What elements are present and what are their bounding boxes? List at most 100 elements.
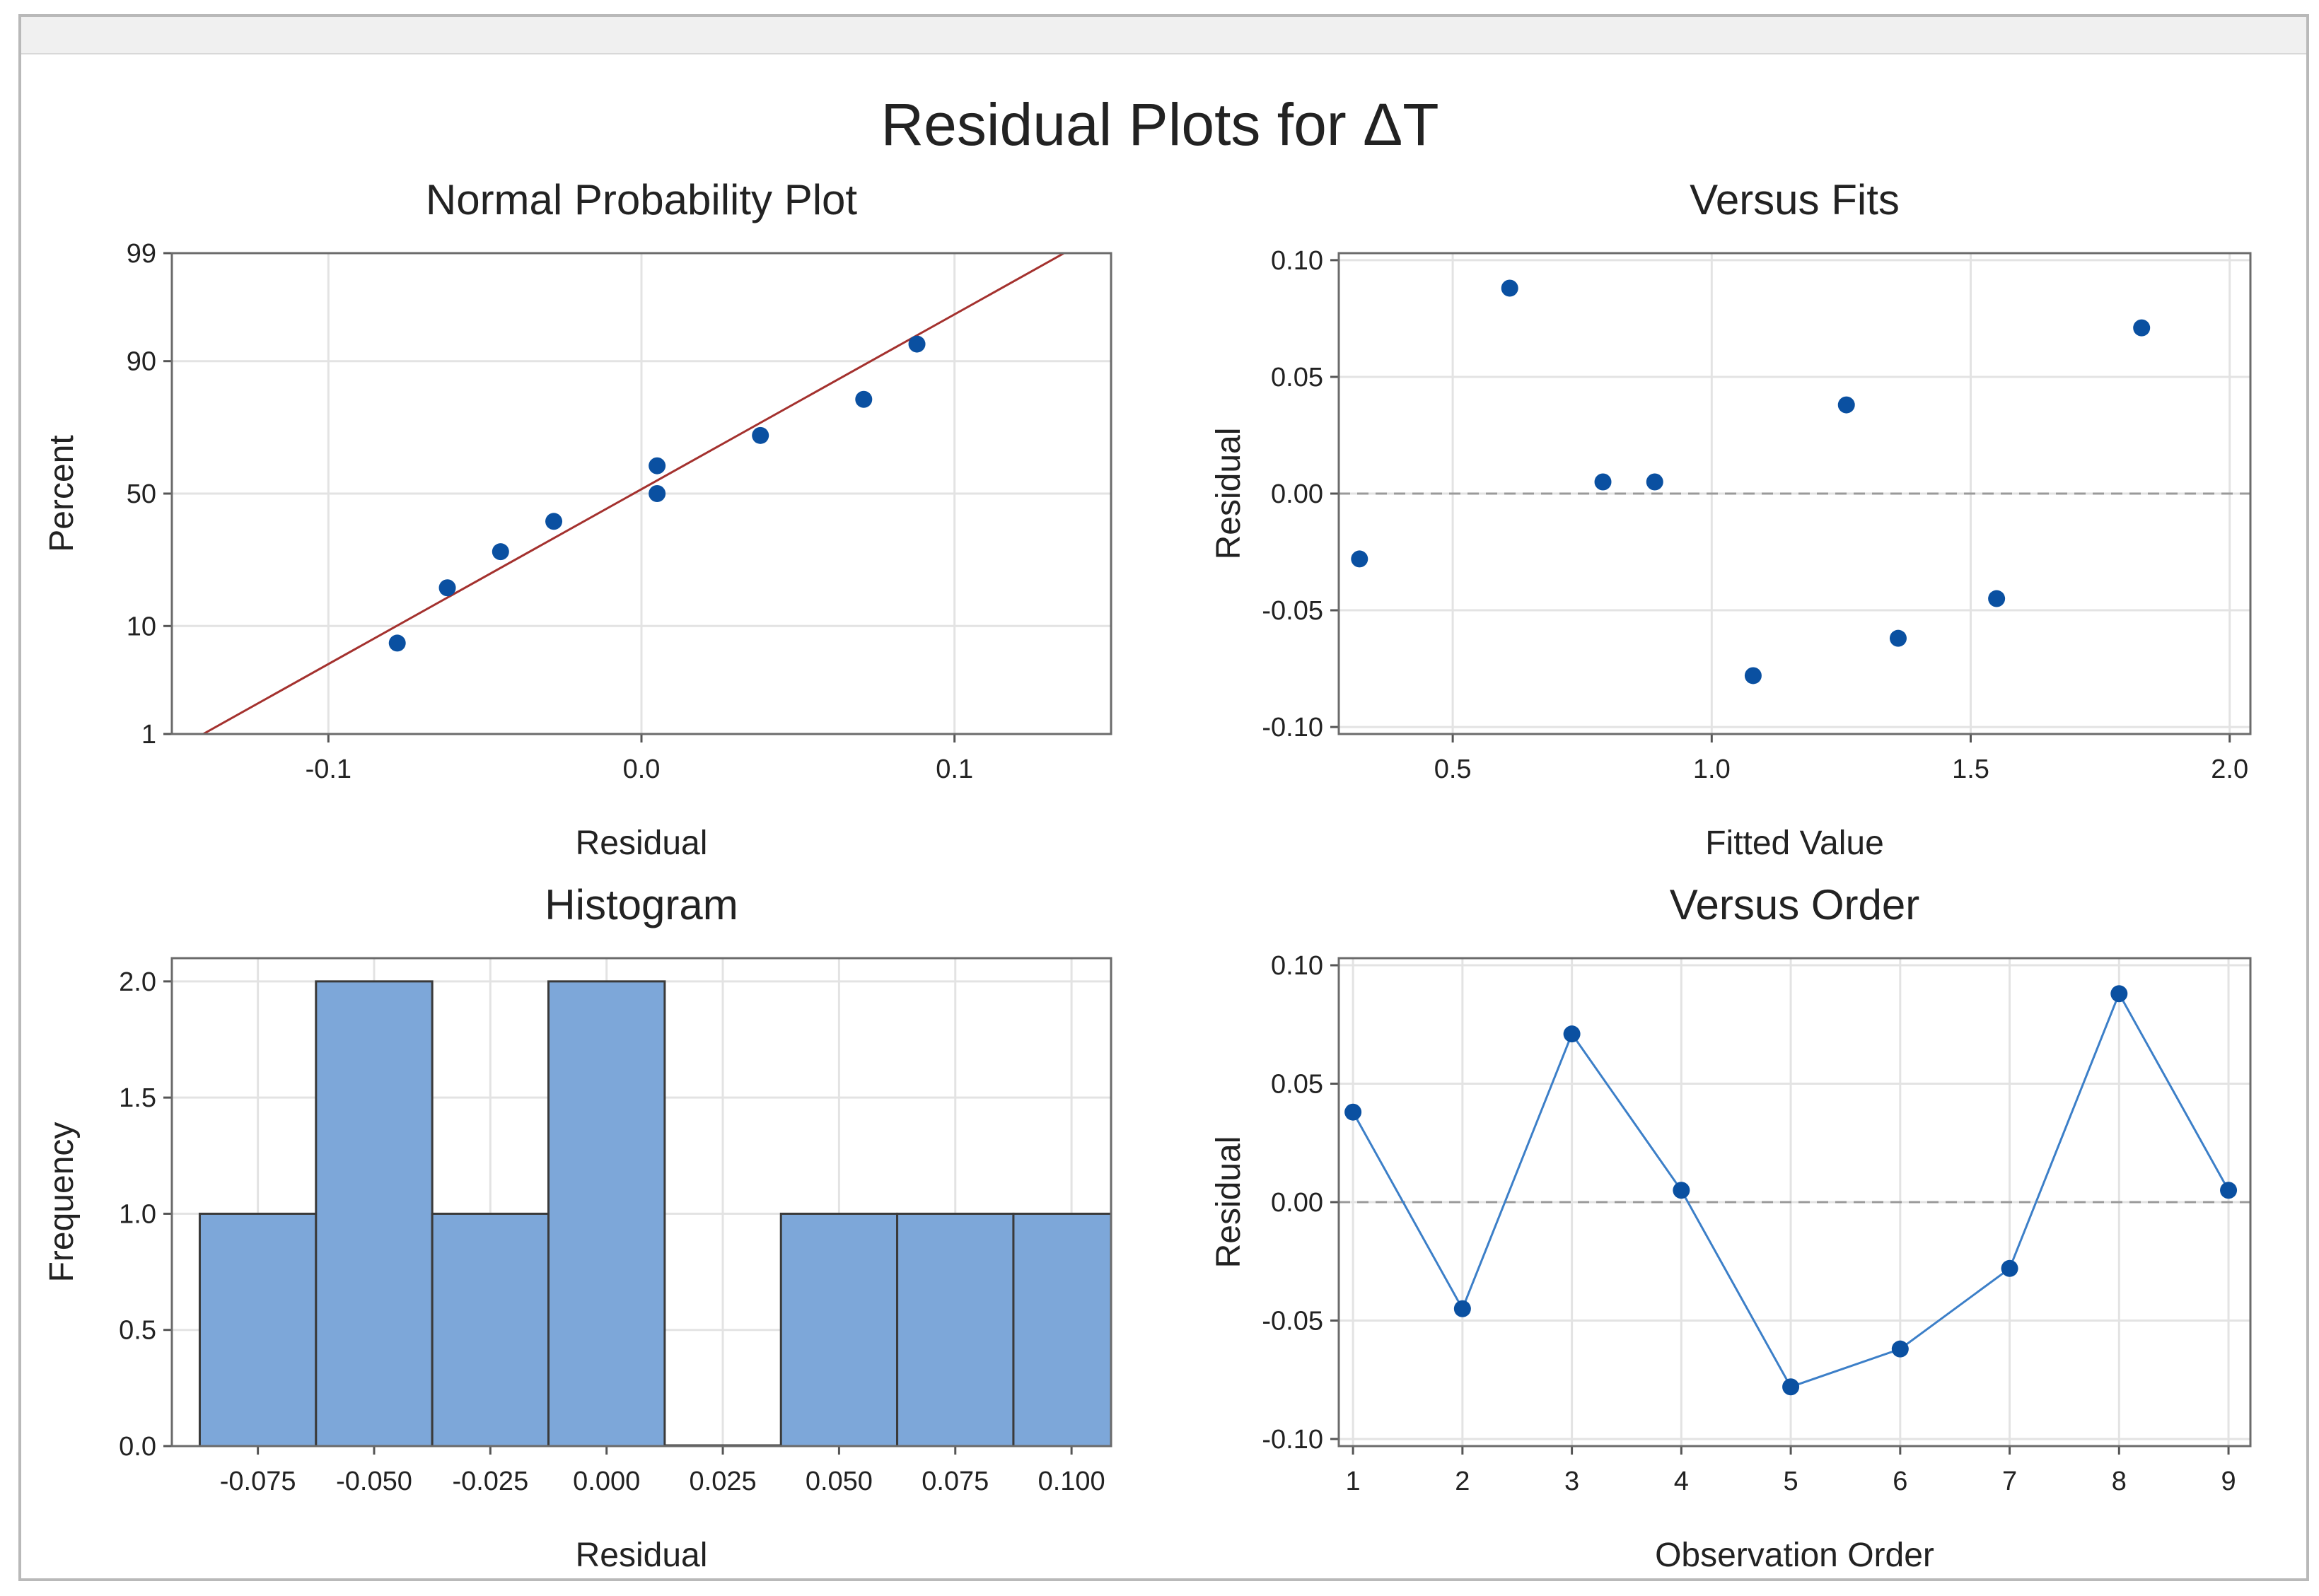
normal-x-axis-label: Residual bbox=[576, 825, 708, 862]
hist-y-tick-label: 0.5 bbox=[119, 1316, 156, 1346]
order-data-point bbox=[2001, 1259, 2018, 1277]
normal-plot-frame bbox=[170, 252, 1112, 735]
histogram-bar bbox=[431, 1212, 550, 1446]
hist-y-tick-label: 0.0 bbox=[119, 1432, 156, 1462]
normal-x-tick-label: 0.0 bbox=[623, 755, 661, 784]
normal-data-point bbox=[545, 513, 563, 530]
normal-data-point bbox=[908, 335, 926, 353]
histogram-panel: Histogram Residual Frequency -0.075 -0.050 -0… bbox=[43, 881, 1112, 1574]
normal-y-tick-label: 99 bbox=[127, 239, 156, 269]
histogram-bar bbox=[547, 980, 666, 1446]
order-x-tick-label: 9 bbox=[2221, 1467, 2236, 1496]
order-x-tick-label: 4 bbox=[1674, 1467, 1689, 1496]
fits-y-tick-label: -0.10 bbox=[1262, 713, 1323, 742]
normal-x-tick-label: -0.1 bbox=[306, 755, 351, 784]
histogram-bar bbox=[198, 1212, 318, 1446]
hist-x-tick-label: -0.075 bbox=[220, 1467, 296, 1496]
order-data-point bbox=[1563, 1025, 1581, 1043]
fits-data-point bbox=[1594, 473, 1612, 491]
fits-x-axis-label: Fitted Value bbox=[1705, 825, 1884, 862]
hist-y-tick-label: 2.0 bbox=[119, 967, 156, 997]
hist-x-tick-label: -0.025 bbox=[452, 1467, 528, 1496]
fits-title: Versus Fits bbox=[1690, 176, 1900, 223]
fits-data-point bbox=[1501, 279, 1518, 297]
order-plot-frame bbox=[1337, 957, 2252, 1448]
order-y-tick-label: -0.05 bbox=[1262, 1306, 1323, 1336]
hist-x-tick-label: -0.050 bbox=[336, 1467, 412, 1496]
versus-fits-panel: Versus Fits Fitted Value Residual 0.5 1.0 1.5… bbox=[1210, 176, 2252, 862]
order-x-tick-label: 8 bbox=[2112, 1467, 2127, 1496]
fits-data-point bbox=[2133, 319, 2151, 337]
normal-data-point bbox=[388, 634, 406, 652]
normal-marks bbox=[202, 253, 1065, 734]
fits-data-point bbox=[1646, 473, 1663, 491]
normal-data-point bbox=[492, 543, 509, 561]
normal-data-point bbox=[649, 457, 666, 474]
order-y-tick-label: 0.05 bbox=[1271, 1070, 1323, 1100]
order-x-tick-label: 1 bbox=[1346, 1467, 1361, 1496]
normal-x-tick-label: 0.1 bbox=[936, 755, 973, 784]
normal-data-point bbox=[438, 579, 456, 597]
fits-data-point bbox=[1889, 629, 1907, 647]
fits-y-tick-label: 0.05 bbox=[1271, 363, 1323, 392]
hist-x-tick-label: 0.100 bbox=[1038, 1467, 1105, 1496]
fits-x-tick-label: 1.5 bbox=[1952, 755, 1989, 784]
order-data-point bbox=[1782, 1378, 1800, 1396]
fits-y-tick-label: 0.10 bbox=[1271, 246, 1323, 276]
hist-title: Histogram bbox=[545, 881, 738, 928]
order-x-tick-label: 2 bbox=[1455, 1467, 1470, 1496]
fits-plot-frame bbox=[1337, 252, 2252, 735]
figure-title: Residual Plots for ΔT bbox=[880, 91, 1439, 158]
histogram-bar bbox=[896, 1212, 1015, 1446]
hist-x-tick-label: 0.075 bbox=[922, 1467, 989, 1496]
normal-y-axis-label: Percent bbox=[43, 435, 81, 552]
order-x-tick-label: 7 bbox=[2002, 1467, 2017, 1496]
normal-y-tick-label: 1 bbox=[141, 720, 156, 750]
hist-x-tick-label: 0.025 bbox=[690, 1467, 757, 1496]
normal-title: Normal Probability Plot bbox=[426, 176, 858, 223]
hist-y-axis-label: Frequency bbox=[43, 1122, 81, 1283]
normal-y-tick-label: 90 bbox=[127, 347, 156, 377]
versus-order-panel: Versus Order Observation Order Residual 1 2 3… bbox=[1210, 881, 2252, 1574]
order-title: Versus Order bbox=[1670, 881, 1919, 928]
hist-y-tick-label: 1.5 bbox=[119, 1083, 156, 1113]
fits-x-tick-label: 1.0 bbox=[1693, 755, 1731, 784]
order-y-tick-label: 0.00 bbox=[1271, 1188, 1323, 1218]
fits-data-point bbox=[1837, 396, 1855, 414]
hist-x-tick-label: 0.050 bbox=[806, 1467, 873, 1496]
fits-x-tick-label: 0.5 bbox=[1434, 755, 1472, 784]
order-data-point bbox=[2220, 1182, 2238, 1199]
order-y-tick-label: -0.10 bbox=[1262, 1425, 1323, 1455]
fits-x-tick-label: 2.0 bbox=[2211, 755, 2248, 784]
normal-y-tick-label: 10 bbox=[127, 612, 156, 641]
normal-fitted-line bbox=[202, 253, 1065, 734]
fits-data-point bbox=[1988, 590, 2006, 607]
order-y-axis-label: Residual bbox=[1210, 1136, 1248, 1269]
fits-data-point bbox=[1744, 667, 1762, 685]
fits-data-point bbox=[1351, 550, 1368, 568]
order-data-point bbox=[1344, 1103, 1362, 1121]
histogram-bar bbox=[315, 980, 434, 1446]
hist-marks bbox=[198, 980, 1111, 1446]
fits-y-tick-label: 0.00 bbox=[1271, 479, 1323, 509]
hist-y-tick-label: 1.0 bbox=[119, 1199, 156, 1229]
fits-y-tick-label: -0.05 bbox=[1262, 596, 1323, 626]
order-x-tick-label: 5 bbox=[1784, 1467, 1798, 1496]
order-x-tick-label: 6 bbox=[1893, 1467, 1907, 1496]
hist-x-axis-label: Residual bbox=[576, 1537, 708, 1574]
hist-plot-frame bbox=[170, 957, 1112, 1448]
fits-y-axis-label: Residual bbox=[1210, 428, 1248, 560]
order-x-axis-label: Observation Order bbox=[1655, 1537, 1934, 1574]
histogram-bar bbox=[779, 1212, 899, 1446]
normal-y-tick-label: 50 bbox=[127, 479, 156, 509]
order-data-point bbox=[1891, 1340, 1909, 1358]
hist-x-tick-label: 0.000 bbox=[573, 1467, 640, 1496]
normal-probability-plot-panel: Normal Probability Plot Residual Percent -0… bbox=[43, 176, 1112, 862]
order-y-tick-label: 0.10 bbox=[1271, 951, 1323, 981]
normal-data-point bbox=[855, 390, 873, 408]
order-data-point bbox=[1453, 1300, 1471, 1317]
histogram-bar bbox=[1012, 1212, 1111, 1446]
normal-data-point bbox=[752, 426, 769, 444]
order-data-point bbox=[1673, 1182, 1690, 1199]
